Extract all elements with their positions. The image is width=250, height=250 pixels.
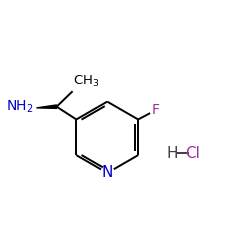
Text: CH$_3$: CH$_3$ [73,74,100,90]
Text: NH$_2$: NH$_2$ [6,99,34,115]
Polygon shape [36,105,57,108]
Text: Cl: Cl [185,146,200,161]
Text: N: N [102,166,113,180]
Text: H: H [167,146,178,161]
Text: F: F [152,103,160,117]
